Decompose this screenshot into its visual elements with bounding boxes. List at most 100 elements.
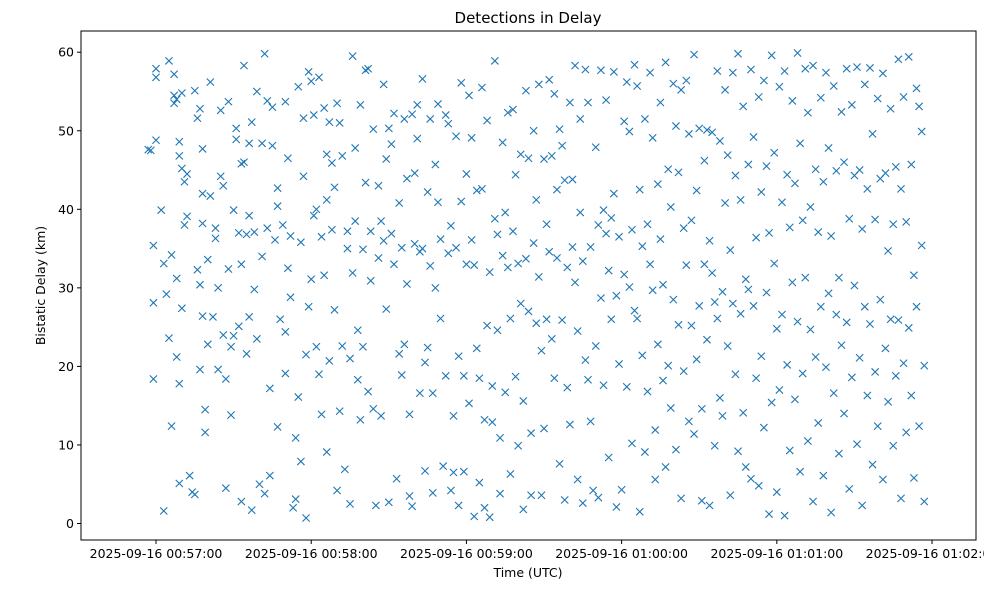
data-point [441,111,450,120]
data-point [278,221,287,230]
data-point [439,462,448,471]
plot-frame [80,30,977,541]
data-point [565,420,574,429]
data-point [746,474,755,483]
data-point [477,83,486,92]
data-point [369,404,378,413]
data-point [537,491,546,500]
data-point [506,470,515,479]
data-point [294,82,303,91]
data-point [258,252,267,261]
data-point [904,52,913,61]
data-point [170,91,179,100]
data-point [379,236,388,245]
data-point [599,381,608,390]
data-point [878,69,887,78]
data-point [462,260,471,269]
data-point [211,234,220,243]
data-point [718,287,727,296]
data-point [159,259,168,268]
data-point [550,374,559,383]
data-point [837,341,846,350]
y-tick-label: 10 [58,437,74,452]
data-point [677,85,686,94]
data-point [615,360,624,369]
data-point [387,229,396,238]
data-point [219,330,228,339]
data-point [307,275,316,284]
data-point [873,94,882,103]
data-point [811,165,820,174]
data-point [312,342,321,351]
data-point [736,195,745,204]
data-point [896,184,905,193]
data-point [552,185,561,194]
data-point [302,350,311,359]
data-point [208,312,217,321]
data-point [470,261,479,270]
x-axis-label: Time (UTC) [492,565,562,580]
data-point [281,369,290,378]
data-point [806,202,815,211]
data-point [912,302,921,311]
data-point [765,510,774,519]
data-point [558,316,567,325]
data-point [741,275,750,284]
data-point [752,233,761,242]
data-point [845,214,854,223]
data-point [452,132,461,141]
data-point [198,144,207,153]
data-point [917,241,926,250]
data-point [263,96,272,105]
data-point [881,344,890,353]
data-point [899,92,908,101]
data-point [602,229,611,238]
data-point [245,312,254,321]
data-point [263,224,272,233]
data-point [408,502,417,511]
data-point [232,135,241,144]
data-point [441,371,450,380]
data-point [377,217,386,226]
data-point [759,76,768,85]
data-point [508,105,517,114]
data-point [374,181,383,190]
data-point [832,166,841,175]
data-point [330,183,339,192]
data-point [778,198,786,207]
data-point [175,479,184,488]
data-point [568,175,577,184]
data-point [827,232,836,241]
data-point [902,217,911,226]
data-point [578,499,587,508]
data-point [576,114,585,123]
data-point [586,417,595,426]
data-point [915,102,924,111]
data-point [203,255,212,264]
data-point [195,280,204,289]
x-tick-label: 2025-09-16 01:00:00 [555,546,688,561]
data-point [322,195,331,204]
data-point [840,409,849,418]
data-point [320,103,329,112]
data-point [889,220,898,229]
data-point [170,70,179,79]
data-point [449,468,458,477]
data-point [338,151,347,160]
data-point [346,354,355,363]
data-point [366,227,375,236]
data-point [860,80,869,89]
data-point [164,334,173,343]
data-point [705,236,714,245]
data-point [638,242,647,251]
data-point [247,506,256,515]
data-point [837,107,846,116]
data-point [687,321,696,330]
data-point [400,114,409,123]
data-point [894,55,903,64]
data-point [834,273,843,282]
y-tick-label: 0 [66,516,74,531]
data-point [273,202,282,211]
data-point [620,270,629,279]
data-point [294,393,303,402]
